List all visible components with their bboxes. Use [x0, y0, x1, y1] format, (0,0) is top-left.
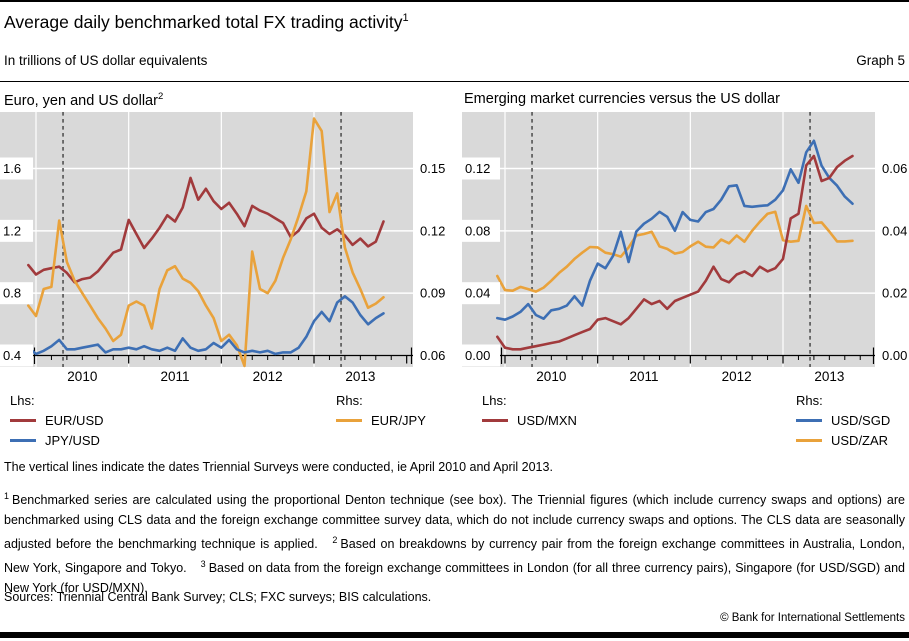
x-axis-year-label: 2011	[160, 369, 189, 384]
lhs-tick-label-box	[462, 344, 500, 367]
left-chart-legend-rhs: Rhs: EUR/JPY	[336, 391, 426, 431]
lhs-tick-label: 0.04	[465, 286, 490, 301]
legend-swatch	[10, 419, 36, 423]
rhs-tick-label: 0.06	[882, 161, 907, 176]
x-axis-year-label: 2010	[536, 369, 566, 384]
right-chart-canvas: 0.00 0.04 0.08 0.12 0.00 0.02 0.04 0.06 2010 2011…	[462, 112, 907, 384]
right-panel-title-text: Emerging market currencies versus the US…	[464, 91, 780, 107]
lhs-tick-label: 0.00	[465, 348, 490, 363]
rhs-tick-label: 0.02	[882, 286, 907, 301]
lhs-tick-label-box	[462, 157, 500, 180]
footnote-marker: 3	[200, 559, 206, 570]
legend-label: USD/SGD	[831, 413, 891, 428]
x-axis-year-label: 2013	[814, 369, 844, 384]
page-title: Average daily benchmarked total FX tradi…	[4, 12, 409, 33]
rhs-tick-label: 0.09	[420, 286, 445, 301]
rhs-tick-label: 0.04	[882, 223, 907, 238]
x-axis-year-label: 2010	[67, 369, 97, 384]
page-title-text: Average daily benchmarked total FX tradi…	[4, 12, 403, 32]
legend-label: EUR/USD	[45, 413, 104, 428]
footnote-segment: 1 Benchmarked series are calculated using…	[4, 491, 905, 552]
lhs-tick-label: 0.8	[3, 286, 21, 301]
legend-axis-label: Lhs:	[482, 393, 507, 408]
legend-axis-label: Rhs:	[336, 393, 363, 408]
series-line-eur-jpy	[26, 117, 385, 368]
rhs-tick-label: 0.12	[420, 223, 445, 238]
lhs-tick-label-box	[462, 282, 500, 305]
legend-swatch	[796, 419, 822, 423]
lhs-tick-label-box	[0, 157, 33, 180]
top-rule	[0, 0, 909, 2]
lhs-tick-label: 0.12	[465, 161, 490, 176]
x-axis-year-label: 2011	[629, 369, 658, 384]
x-axis-year-label: 2013	[345, 369, 375, 384]
x-axis-year-label: 2012	[722, 369, 752, 384]
graph-number-label: Graph 5	[856, 53, 905, 68]
left-chart-legend-lhs: Lhs: EUR/USD JPY/USD	[10, 391, 104, 451]
vertical-lines-note: The vertical lines indicate the dates Tr…	[4, 460, 553, 474]
right-chart-legend-rhs: Rhs: USD/SGD USD/ZAR	[796, 391, 890, 451]
lhs-tick-label: 0.08	[465, 223, 490, 238]
footnotes-paragraph: 1 Benchmarked series are calculated using…	[4, 486, 905, 598]
lhs-tick-label-box	[0, 282, 33, 305]
rhs-tick-label: 0.06	[420, 348, 445, 363]
footnote-marker: 1	[4, 491, 10, 501]
legend-swatch	[10, 439, 36, 443]
legend-item-usd-zar: USD/ZAR	[796, 431, 890, 451]
x-axis-year-label: 2012	[253, 369, 283, 384]
rhs-tick-label: 0.15	[420, 161, 445, 176]
bottom-rule-bar	[0, 632, 909, 638]
legend-item-usd-sgd: USD/SGD	[796, 411, 890, 431]
legend-label: JPY/USD	[45, 433, 100, 448]
legend-axis-label: Rhs:	[796, 393, 823, 408]
lhs-tick-label: 1.2	[3, 223, 21, 238]
footnote-segment: 3 Based on data from the foreign exchange…	[4, 559, 905, 596]
legend-item-eur-jpy: EUR/JPY	[336, 411, 426, 431]
legend-label: USD/ZAR	[831, 433, 889, 448]
lhs-tick-label-box	[0, 344, 33, 367]
left-panel-title-text: Euro, yen and US dollar	[4, 92, 158, 109]
legend-swatch	[336, 419, 362, 423]
lhs-tick-label: 0.4	[3, 348, 21, 363]
footnote-marker: 2	[332, 535, 338, 546]
legend-swatch	[482, 419, 508, 423]
legend-axis-label: Lhs:	[10, 393, 35, 408]
series-line-usd-zar	[495, 204, 854, 293]
legend-swatch	[796, 439, 822, 443]
legend-label: USD/MXN	[517, 413, 577, 428]
legend-item-eur-usd: EUR/USD	[10, 411, 104, 431]
footnote-segment: 2 Based on breakdowns by currency pair fr…	[4, 535, 905, 576]
left-panel-footnote-marker: 2	[157, 91, 164, 102]
legend-item-usd-mxn: USD/MXN	[482, 411, 577, 431]
left-chart-canvas: 0.4 0.8 1.2 1.6 0.06 0.09 0.12 0.15 2010 2011 2012…	[0, 112, 445, 384]
rhs-tick-label: 0.00	[882, 348, 907, 363]
lhs-tick-label-box	[0, 219, 33, 242]
subtitle-row: In trillions of US dollar equivalents Gr…	[4, 53, 905, 68]
sources-line: Sources: Triennial Central Bank Survey; …	[4, 590, 432, 604]
left-panel-title: Euro, yen and US dollar2	[4, 91, 163, 109]
lhs-tick-label-box	[462, 219, 500, 242]
legend-label: EUR/JPY	[371, 413, 426, 428]
right-chart-legend-lhs: Lhs: USD/MXN	[482, 391, 577, 431]
lhs-tick-label: 1.6	[3, 161, 21, 176]
series-line-usd-mxn	[495, 154, 854, 351]
series-line-eur-usd	[26, 176, 385, 284]
plot-area	[462, 112, 875, 367]
title-footnote-marker: 1	[402, 12, 409, 25]
header-divider-rule	[0, 81, 909, 82]
copyright-line: © Bank for International Settlements	[720, 612, 905, 624]
legend-item-jpy-usd: JPY/USD	[10, 431, 104, 451]
series-line-jpy-usd	[26, 295, 385, 356]
right-panel-title: Emerging market currencies versus the US…	[464, 91, 780, 107]
series-line-usd-sgd	[495, 139, 854, 321]
page-subtitle: In trillions of US dollar equivalents	[4, 53, 208, 68]
